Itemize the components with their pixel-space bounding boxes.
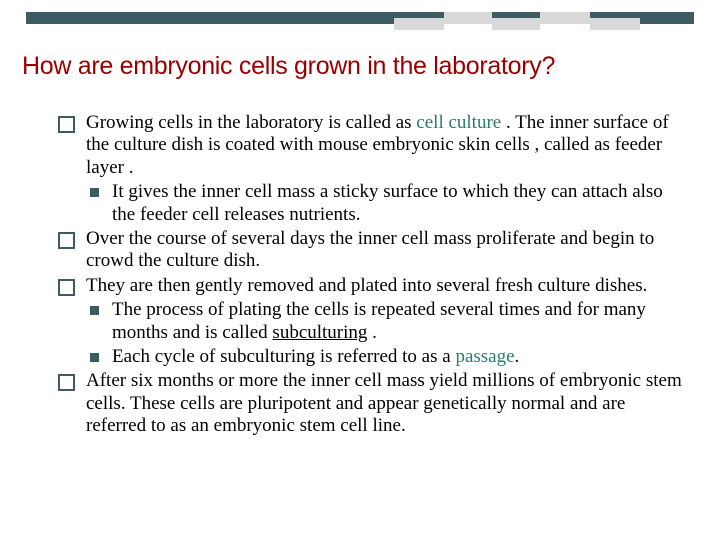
- bullet-level1: Growing cells in the laboratory is calle…: [56, 112, 686, 179]
- decoration-segments: [394, 12, 694, 38]
- decoration-seg: [394, 18, 444, 30]
- slide-title: How are embryonic cells grown in the lab…: [22, 52, 698, 81]
- decoration-seg: [540, 12, 590, 24]
- text: After six months or more the inner cell …: [86, 370, 682, 436]
- text: Each cycle of subculturing is referred t…: [112, 346, 455, 367]
- text: The process of plating the cells is repe…: [112, 299, 646, 342]
- text: .: [367, 322, 377, 343]
- bullet-level1: Over the course of several days the inne…: [56, 228, 686, 273]
- bullet-level1: They are then gently removed and plated …: [56, 275, 686, 297]
- decoration-seg: [492, 18, 540, 30]
- bullet-level1: After six months or more the inner cell …: [56, 370, 686, 437]
- slide-content: Growing cells in the laboratory is calle…: [56, 112, 686, 440]
- highlight-term: passage: [455, 346, 514, 367]
- header-decoration: [0, 0, 720, 38]
- underline-term: subculturing: [272, 322, 367, 343]
- decoration-seg: [444, 12, 492, 24]
- bullet-level2: It gives the inner cell mass a sticky su…: [56, 181, 686, 226]
- text: It gives the inner cell mass a sticky su…: [112, 181, 663, 224]
- highlight-term: cell culture: [416, 112, 501, 133]
- text: They are then gently removed and plated …: [86, 275, 647, 296]
- text: .: [515, 346, 520, 367]
- decoration-seg: [590, 18, 640, 30]
- text: Growing cells in the laboratory is calle…: [86, 112, 416, 133]
- text: Over the course of several days the inne…: [86, 228, 654, 271]
- bullet-level2: Each cycle of subculturing is referred t…: [56, 346, 686, 368]
- bullet-level2: The process of plating the cells is repe…: [56, 299, 686, 344]
